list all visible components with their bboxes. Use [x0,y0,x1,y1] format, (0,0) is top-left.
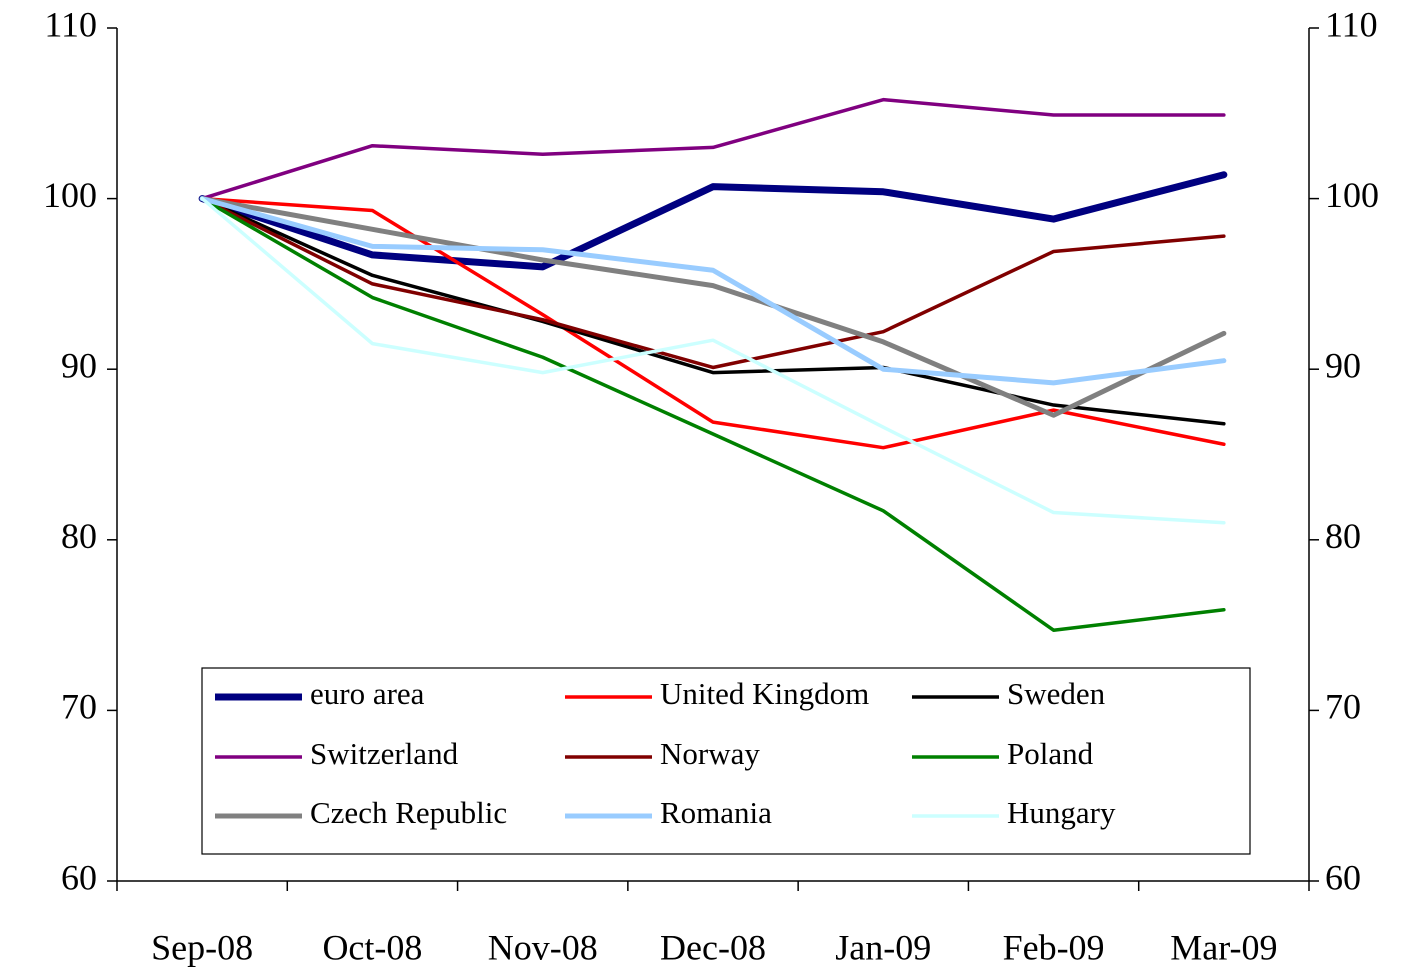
legend-label: Hungary [1007,795,1116,830]
x-tick-label: Dec-08 [660,927,766,967]
y-tick-label: 80 [61,516,97,556]
legend-label: Romania [660,795,772,830]
legend-label: United Kingdom [660,676,869,711]
x-tick-label: Feb-09 [1003,927,1105,967]
x-tick-label: Sep-08 [151,927,253,967]
legend-label: Norway [660,736,760,771]
series-line [200,196,1226,426]
legend-label: Sweden [1007,676,1106,711]
y2-tick-label: 60 [1325,857,1361,897]
y-tick-label: 100 [43,175,97,215]
series-line [200,196,1226,450]
series-line [198,171,1228,271]
x-tick-label: Jan-09 [835,927,931,967]
legend-box [201,667,1251,855]
x-tick-label: Nov-08 [488,927,598,967]
series-line [199,196,1227,386]
legend-label: Poland [1007,736,1094,771]
y-tick-label: 60 [61,857,97,897]
y2-tick-label: 110 [1325,4,1378,44]
series-line [200,196,1226,632]
legend-label: Switzerland [310,736,459,771]
y-tick-label: 90 [61,345,97,385]
legend-label: Czech Republic [310,795,507,830]
y2-tick-label: 100 [1325,175,1379,215]
x-tick-label: Oct-08 [322,927,422,967]
series-line [200,97,1226,201]
series-line [199,196,1227,418]
x-tick-label: Mar-09 [1170,927,1277,967]
legend-label: euro area [310,676,425,711]
series-line [200,196,1226,525]
y2-tick-label: 80 [1325,516,1361,556]
y2-tick-label: 70 [1325,687,1361,727]
y-tick-label: 110 [44,4,97,44]
y2-tick-label: 90 [1325,345,1361,385]
series-line [200,196,1226,370]
y-tick-label: 70 [61,687,97,727]
